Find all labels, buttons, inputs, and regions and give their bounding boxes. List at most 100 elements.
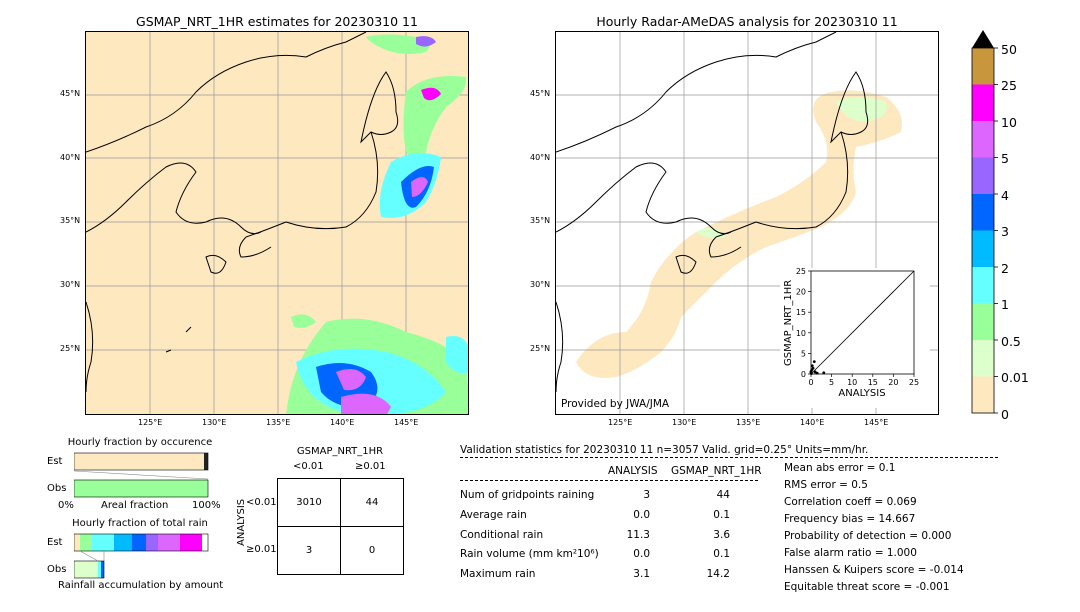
contingency-table: 3010 44 3 0 — [277, 478, 404, 575]
occurrence-connector — [74, 470, 209, 480]
scatter-point — [811, 366, 815, 370]
validation-row-gsmap: 0.1 — [713, 548, 730, 560]
totalrain-obs-segment — [98, 561, 101, 578]
totalrain-est-label: Est — [47, 537, 63, 548]
validation-col-analysis: ANALYSIS — [608, 465, 658, 477]
colorbar-label: 0.5 — [1001, 334, 1021, 349]
scatter-ytick-label: 25 — [796, 268, 806, 276]
totalrain-est-segment — [74, 534, 80, 551]
scatter-ytick-label: 5 — [801, 349, 806, 358]
colorbar-extend-arrow — [972, 30, 994, 48]
contingency-col-header: ≥0.01 — [355, 461, 386, 472]
scatter-diagonal — [810, 270, 915, 375]
scatter-svg: 0 5 10 15 20 25 0 5 10 15 20 25 — [796, 267, 919, 387]
right-lat-tick: 25°N — [530, 344, 551, 353]
score-line: Probability of detection = 0.000 — [784, 530, 952, 542]
scatter-xtick-label: 15 — [868, 378, 878, 387]
colorbar-label: 50 — [1001, 42, 1017, 57]
scatter-point — [810, 372, 813, 375]
left-lon-tick: 125°E — [138, 418, 163, 427]
colorbar-label: 2 — [1001, 261, 1009, 276]
left-lat-tick: 35°N — [60, 216, 81, 225]
totalrain-chart — [74, 533, 209, 579]
totalrain-est-frame — [74, 533, 209, 552]
colorbar-label: 4 — [1001, 188, 1009, 203]
left-lon-tick: 130°E — [202, 418, 227, 427]
totalrain-est-segment — [132, 534, 146, 551]
right-lat-tick: 45°N — [530, 89, 551, 98]
map-credit: Provided by JWA/JMA — [561, 398, 670, 410]
scatter-inset: 0 5 10 15 20 25 0 5 10 15 20 25 GSMAP_NRT_1HR ANALY… — [780, 267, 930, 408]
validation-divider — [460, 457, 998, 458]
score-line: Equitable threat score = -0.001 — [784, 581, 950, 593]
validation-col-gsmap: GSMAP_NRT_1HR — [671, 465, 762, 477]
colorbar-label: 1 — [1001, 297, 1009, 312]
totalrain-xlabel: Rainfall accumulation by amount — [58, 580, 224, 591]
contingency-row-header: <0.01 — [246, 497, 277, 508]
left-map-coastline — [86, 32, 399, 393]
validation-row-gsmap: 44 — [716, 489, 730, 501]
left-lon-tick: 145°E — [394, 418, 419, 427]
colorbar-segment — [972, 157, 994, 194]
contingency-cell: 3 — [277, 526, 341, 575]
totalrain-est-segment — [92, 534, 114, 551]
colorbar-segment — [972, 340, 994, 377]
validation-row-gsmap: 3.6 — [713, 529, 730, 541]
right-map-coastline — [556, 32, 869, 393]
totalrain-obs-segment — [101, 561, 104, 578]
colorbar-label: 10 — [1001, 115, 1017, 130]
occurrence-est-label: Est — [47, 456, 63, 467]
right-lat-tick: 35°N — [530, 216, 551, 225]
scatter-ytick-label: 15 — [796, 308, 806, 317]
scatter-point — [822, 371, 826, 375]
left-lon-tick: 135°E — [266, 418, 291, 427]
left-lat-tick: 45°N — [60, 89, 81, 98]
colorbar-label: 0 — [1001, 407, 1009, 422]
occurrence-xlabel: Areal fraction — [101, 500, 169, 511]
right-lon-tick: 130°E — [672, 418, 697, 427]
scatter-ytick-label: 0 — [801, 370, 806, 379]
colorbar-segment — [972, 121, 994, 158]
score-line: Frequency bias = 14.667 — [784, 513, 916, 525]
colorbar-segment — [972, 48, 994, 85]
colorbar-label: 3 — [1001, 224, 1009, 239]
occurrence-bar-frame — [74, 479, 209, 498]
validation-row-analysis: 11.3 — [626, 529, 650, 541]
scatter-xtick-label: 5 — [829, 378, 834, 387]
validation-row-label: Conditional rain — [460, 529, 544, 541]
scatter-point — [810, 364, 814, 368]
validation-row-analysis: 3.1 — [633, 568, 650, 580]
validation-header: Validation statistics for 20230310 11 n=… — [460, 444, 869, 456]
occurrence-bar-frame — [74, 452, 209, 471]
scatter-ytick-label: 10 — [796, 329, 806, 338]
scatter-ylabel: GSMAP_NRT_1HR — [783, 279, 794, 366]
left-lat-tick: 40°N — [60, 153, 81, 162]
totalrain-est-segment — [114, 534, 132, 551]
occurrence-title: Hourly fraction by occurence — [67, 437, 213, 448]
contingency-col-header: <0.01 — [293, 461, 324, 472]
scatter-xtick-label: 0 — [808, 378, 813, 387]
totalrain-obs-segment — [74, 561, 98, 578]
colorbar-segment — [972, 84, 994, 121]
colorbar-segment — [972, 376, 994, 413]
left-map — [85, 31, 469, 415]
colorbar-segment — [972, 194, 994, 231]
colorbar-segment — [972, 267, 994, 304]
validation-row-label: Maximum rain — [460, 568, 536, 580]
scatter-xlabel: ANALYSIS — [838, 388, 886, 399]
contingency-cell: 44 — [340, 478, 404, 527]
totalrain-obs-label: Obs — [47, 564, 67, 575]
occurrence-xtick-right: 100% — [192, 500, 221, 511]
totalrain-title: Hourly fraction of total rain — [72, 518, 208, 529]
left-map-svg — [86, 32, 468, 414]
occurrence-bar-segment — [74, 453, 206, 470]
colorbar-segment — [972, 230, 994, 267]
totalrain-connector — [79, 550, 99, 562]
scatter-point — [813, 370, 817, 374]
colorbar-svg — [971, 30, 998, 414]
colorbar-label: 5 — [1001, 151, 1009, 166]
right-lat-tick: 40°N — [530, 153, 551, 162]
contingency-title: GSMAP_NRT_1HR — [296, 446, 384, 457]
colorbar-label: 25 — [1001, 78, 1017, 93]
totalrain-obs-frame — [74, 560, 105, 579]
